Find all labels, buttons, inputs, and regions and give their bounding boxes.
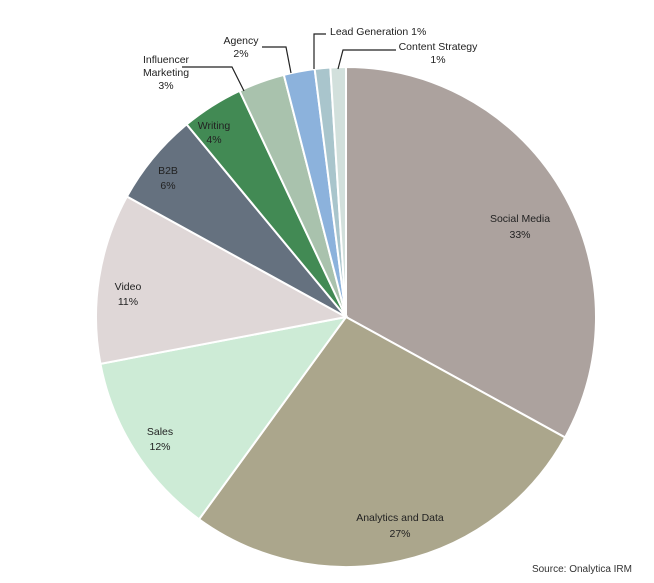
slice-label-sales: Sales (147, 426, 173, 438)
slice-percent-sales: 12% (149, 441, 170, 453)
slice-percent-video: 11% (118, 296, 138, 308)
pie-slice-sales (99, 315, 349, 521)
slice-label-lead-generation: Lead Generation 1% (330, 26, 426, 38)
pie-slice-analytics-and-data (197, 315, 567, 568)
slice-percent-influencer-marketing: 3% (158, 80, 173, 92)
leader-line-content-strategy (337, 49, 396, 70)
slice-percent-social-media: 33% (509, 229, 530, 241)
slice-label-b2b: B2B (158, 165, 178, 177)
leader-line-lead-generation (313, 33, 326, 69)
slice-label-agency: Agency (223, 35, 259, 47)
slice-label-social-media: Social Media (490, 213, 550, 225)
slice-label-analytics-and-data: Analytics and Data (356, 512, 444, 524)
pie-slices (95, 65, 597, 568)
leader-line-influencer-marketing (182, 66, 245, 92)
pie-slice-video (95, 195, 349, 366)
pie-slice-social-media (345, 65, 597, 439)
slice-label-influencer-marketing-1: Influencer (143, 54, 190, 66)
slice-percent-b2b: 6% (160, 180, 175, 192)
slice-labels: Social Media 33% Analytics and Data 27% … (115, 26, 551, 540)
slice-label-content-strategy: Content Strategy (399, 41, 479, 53)
leader-lines (182, 33, 396, 92)
slice-percent-agency: 2% (233, 48, 248, 60)
slice-percent-analytics-and-data: 27% (389, 528, 410, 540)
slice-label-video: Video (115, 281, 142, 293)
slice-label-influencer-marketing-2: Marketing (143, 67, 189, 79)
slice-label-writing: Writing (198, 120, 231, 132)
source-note: Source: Onalytica IRM (531, 564, 632, 575)
leader-line-agency (262, 46, 292, 74)
slice-percent-writing: 4% (206, 134, 221, 146)
slice-percent-content-strategy: 1% (430, 54, 445, 66)
